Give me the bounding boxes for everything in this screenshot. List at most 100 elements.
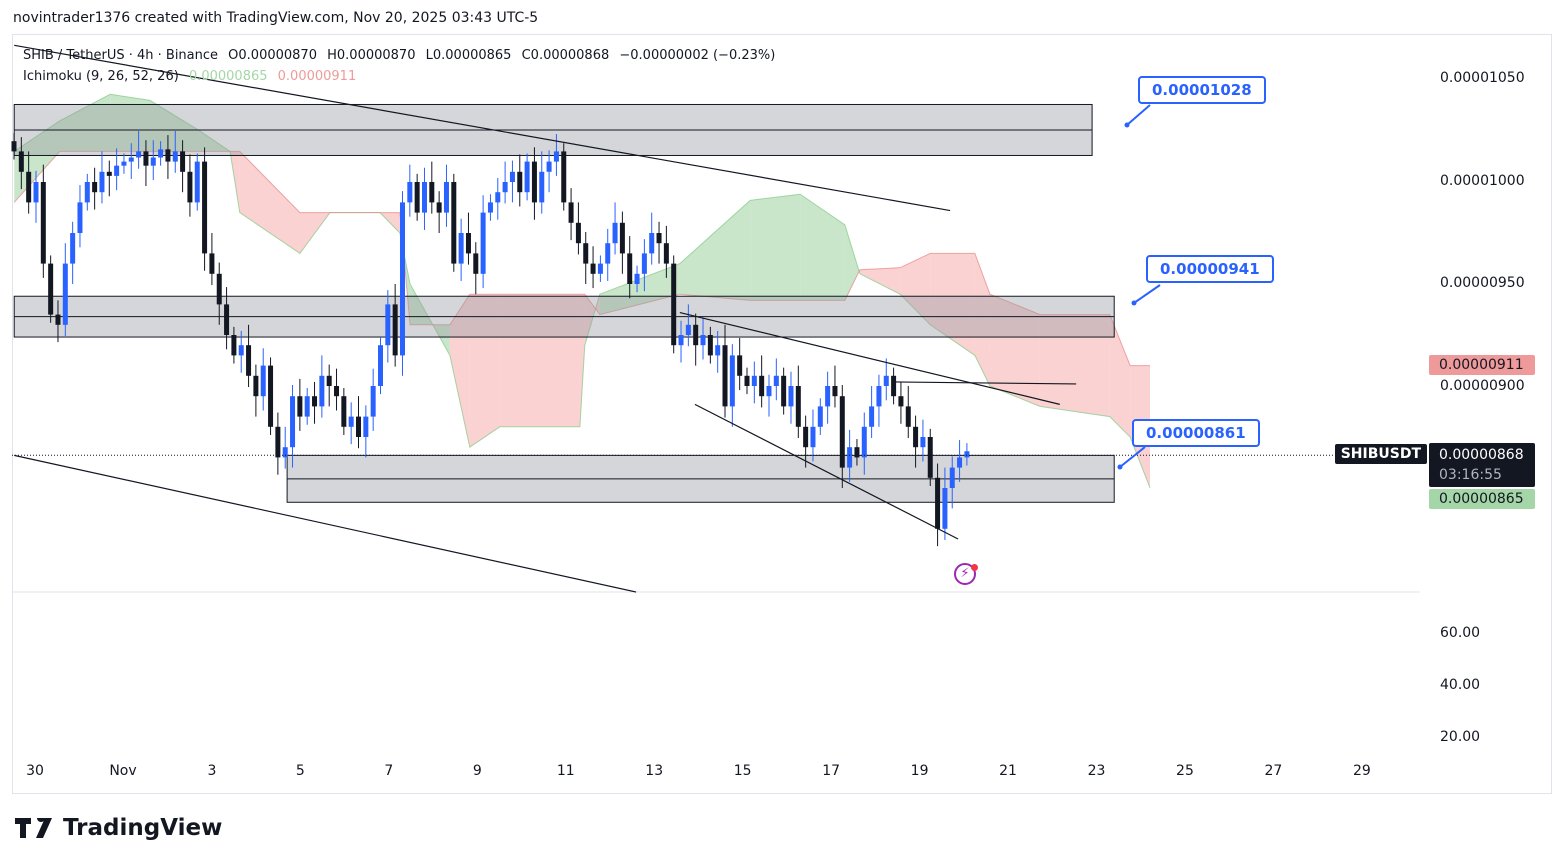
ichimoku-cloud-segment — [599, 263, 680, 315]
candle-body — [407, 182, 413, 203]
candle-body — [143, 151, 149, 166]
ichimoku-cloud-segment — [1109, 314, 1131, 437]
candle-body — [568, 202, 574, 223]
callout-pointer — [1126, 104, 1151, 126]
candle-body — [546, 161, 552, 172]
candle-body — [275, 426, 281, 458]
candle-body — [825, 386, 831, 407]
candle-body — [290, 396, 296, 448]
ichimoku-cloud-segment — [859, 267, 901, 295]
candle-body — [246, 345, 252, 376]
candle-body — [707, 335, 713, 356]
candle-body — [224, 304, 230, 335]
last-price: 0.00000868 — [1439, 447, 1524, 463]
ichimoku-cloud-segment — [800, 194, 845, 301]
candle-body — [891, 375, 897, 397]
candle-body — [935, 477, 941, 529]
ichimoku-cloud-segment — [499, 294, 580, 427]
candle-body — [854, 447, 860, 458]
candle-body — [421, 182, 427, 213]
candle-body — [172, 151, 178, 162]
ohlc-low: L0.00000865 — [425, 48, 512, 63]
candle-body — [370, 386, 376, 417]
ohlc-high: H0.00000870 — [327, 48, 416, 63]
indicator-legend: Ichimoku (9, 26, 52, 26) 0.00000865 0.00… — [23, 66, 781, 87]
date-axis-label: 11 — [556, 763, 575, 779]
trendline — [694, 403, 959, 540]
candle-body — [964, 451, 970, 458]
candle-body — [150, 157, 156, 166]
date-axis-label: 9 — [472, 763, 482, 779]
candle-body — [363, 416, 369, 437]
candle-body — [487, 202, 493, 213]
candle-body — [597, 263, 603, 274]
price-callout[interactable]: 0.00000861 — [1132, 419, 1260, 447]
date-axis-label: 19 — [910, 763, 929, 779]
candle-body — [399, 202, 405, 356]
candle-body — [253, 375, 259, 397]
candle-body — [700, 335, 706, 346]
candle-body — [62, 263, 68, 325]
date-axis-label: 17 — [822, 763, 841, 779]
candle-body — [304, 396, 310, 417]
candle-body — [312, 396, 318, 407]
candle-body — [216, 273, 222, 305]
ohlc-open: O0.00000870 — [228, 48, 317, 63]
candle-body — [861, 426, 867, 458]
chart-legend: SHIB / TetherUS · 4h · Binance O0.000008… — [23, 45, 781, 87]
candle-body — [70, 233, 76, 264]
ichimoku-b-value: 0.00000911 — [277, 69, 357, 84]
candle-body — [348, 416, 354, 427]
lightning-icon[interactable]: ⚡ — [954, 563, 976, 585]
candle-body — [18, 151, 24, 172]
ichimoku-cloud-segment — [974, 253, 990, 386]
candle-body — [480, 212, 486, 274]
ichimoku-cloud-segment — [469, 294, 500, 448]
candle-body — [194, 161, 200, 203]
candle-body — [260, 365, 266, 397]
candle-body — [451, 182, 457, 264]
callout-anchor — [1117, 464, 1123, 470]
date-axis-label: 27 — [1264, 763, 1283, 779]
symbol-tag: SHIBUSDT — [1334, 444, 1427, 464]
candle-body — [180, 151, 186, 172]
candle-body — [128, 157, 134, 162]
chart-credit: novintrader1376 created with TradingView… — [13, 10, 539, 26]
candle-body — [810, 426, 816, 448]
date-axis-label: 25 — [1176, 763, 1194, 779]
symbol-title[interactable]: SHIB / TetherUS · 4h · Binance — [23, 48, 219, 63]
date-axis-label: 15 — [733, 763, 752, 779]
ichimoku-cloud-segment — [110, 94, 150, 152]
candle-body — [957, 457, 963, 468]
volume-axis-label: 40.00 — [1440, 677, 1481, 693]
candle-body — [385, 304, 391, 346]
date-axis-label: 7 — [384, 763, 394, 779]
candle-body — [202, 161, 208, 254]
candle-body — [55, 314, 61, 325]
candle-body — [803, 426, 809, 448]
candle-body — [612, 222, 618, 244]
date-axis-label: 13 — [645, 763, 664, 779]
candle-body — [561, 151, 567, 203]
ichimoku-cloud-segment — [14, 120, 60, 203]
candle-body — [553, 151, 559, 162]
candle-body — [77, 202, 83, 233]
volume-axis-label: 20.00 — [1440, 729, 1481, 745]
price-callout[interactable]: 0.00001028 — [1138, 76, 1266, 104]
trendline — [679, 311, 1060, 405]
candle-body — [524, 161, 530, 193]
candle-body — [92, 182, 98, 193]
ichimoku-cloud-segment — [930, 253, 975, 356]
candle-body — [920, 437, 926, 448]
candle-body — [898, 396, 904, 407]
candle-body — [326, 375, 332, 386]
candle-body — [429, 182, 435, 203]
indicator-title[interactable]: Ichimoku (9, 26, 52, 26) — [23, 69, 179, 84]
ichimoku-cloud-segment — [149, 100, 200, 152]
symbol-legend: SHIB / TetherUS · 4h · Binance O0.000008… — [23, 45, 781, 66]
price-callout[interactable]: 0.00000941 — [1146, 255, 1274, 283]
span-b-tag: 0.00000911 — [1429, 355, 1535, 375]
trendline — [14, 44, 951, 212]
trendline — [14, 454, 637, 593]
